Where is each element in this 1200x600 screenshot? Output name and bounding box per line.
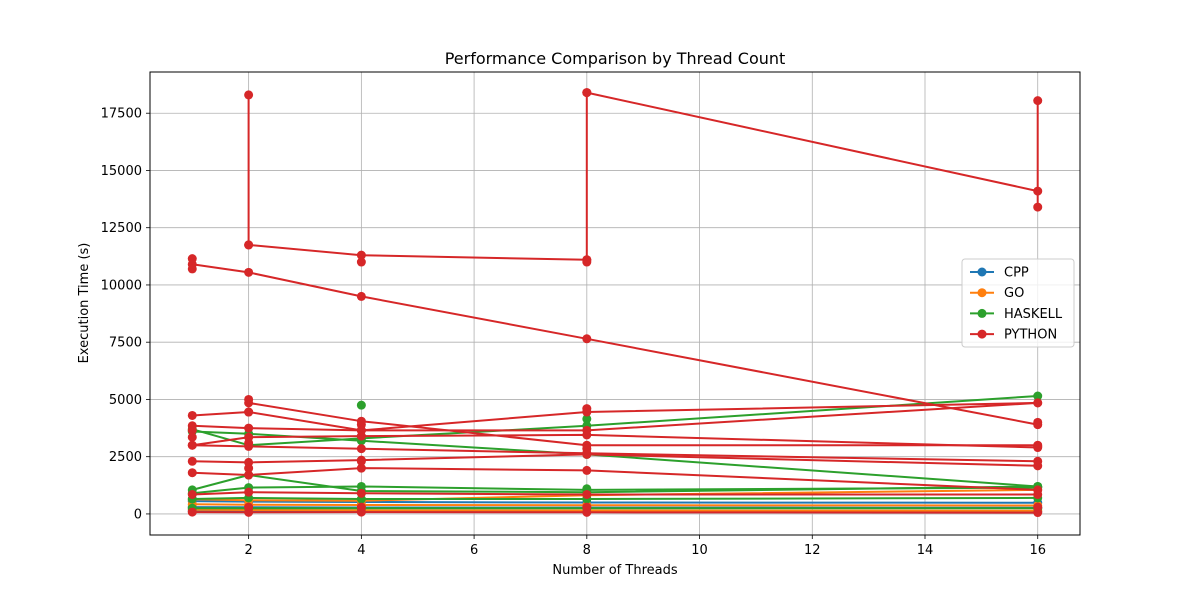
y-tick-label: 15000 <box>101 164 142 179</box>
python-data-point <box>244 502 254 512</box>
legend-item-cpp: CPP <box>970 266 1029 281</box>
python-data-point <box>244 423 254 433</box>
x-tick-label: 6 <box>470 543 478 558</box>
python-data-point <box>244 438 254 448</box>
legend-marker <box>977 267 987 277</box>
legend: CPP GO HASKELL PYTHON <box>961 258 1075 348</box>
haskell-series-line <box>192 496 1038 500</box>
python-data-point <box>1033 489 1043 499</box>
python-data-point <box>244 407 254 417</box>
haskell-data-point <box>356 400 366 410</box>
legend-label: PYTHON <box>1004 328 1057 343</box>
legend-item-python: PYTHON <box>970 328 1057 343</box>
python-data-point <box>356 463 366 473</box>
python-data-point <box>244 470 254 480</box>
tick-layer: 2 4 6 8 10 12 14 16 0 2500 5000 7500 10000 12500 15000… <box>101 107 1046 558</box>
python-data-point <box>582 489 592 499</box>
python-data-point <box>187 254 197 264</box>
python-data-point <box>356 456 366 466</box>
x-tick-label: 2 <box>244 543 252 558</box>
legend-label: CPP <box>1004 266 1029 281</box>
python-data-point <box>582 88 592 98</box>
python-series-line <box>192 511 1038 514</box>
python-series-line <box>248 401 1038 447</box>
python-data-point <box>356 291 366 301</box>
y-tick-label: 2500 <box>109 450 142 465</box>
legend-label: HASKELL <box>1004 307 1063 322</box>
python-data-point <box>244 267 254 277</box>
python-data-point <box>187 440 197 450</box>
legend-label: GO <box>1004 286 1024 301</box>
python-data-point <box>582 404 592 414</box>
python-data-point <box>1033 202 1043 212</box>
x-tick-label: 16 <box>1029 543 1046 558</box>
x-tick-label: 14 <box>917 543 934 558</box>
y-tick-label: 17500 <box>101 107 142 122</box>
python-data-point <box>187 507 197 517</box>
series-python <box>187 88 1043 518</box>
python-data-point <box>187 489 197 499</box>
x-tick-label: 4 <box>357 543 365 558</box>
legend-item-go: GO <box>970 286 1024 301</box>
haskell-data-point <box>1033 391 1043 401</box>
y-axis-label: Execution Time (s) <box>77 243 92 364</box>
y-tick-label: 10000 <box>101 278 142 293</box>
python-data-point <box>356 502 366 512</box>
python-data-point <box>1033 502 1043 512</box>
y-tick-label: 5000 <box>109 393 142 408</box>
python-data-point <box>1033 96 1043 106</box>
python-series-line <box>586 91 1038 193</box>
python-data-point <box>244 394 254 404</box>
python-data-point <box>356 488 366 498</box>
python-data-point <box>187 432 197 442</box>
x-tick-label: 10 <box>691 543 708 558</box>
go-series-line <box>192 508 1038 512</box>
python-data-point <box>244 240 254 250</box>
python-data-point <box>1033 441 1043 451</box>
python-data-point <box>356 444 366 454</box>
python-data-point <box>187 264 197 274</box>
python-data-point <box>582 430 592 440</box>
python-data-point <box>187 425 197 435</box>
python-data-point <box>356 425 366 435</box>
x-axis-label: Number of Threads <box>552 563 677 578</box>
python-data-point <box>1033 461 1043 471</box>
legend-item-haskell: HASKELL <box>970 307 1063 322</box>
x-tick-label: 12 <box>804 543 821 558</box>
haskell-data-point <box>356 481 366 491</box>
python-data-point <box>187 410 197 420</box>
python-data-point <box>1033 417 1043 427</box>
python-data-point <box>244 487 254 497</box>
legend-marker <box>977 329 987 339</box>
plot-frame <box>149 71 1081 536</box>
series-layer <box>187 88 1043 518</box>
python-data-point <box>187 468 197 478</box>
python-data-point <box>582 465 592 475</box>
python-data-point <box>582 257 592 267</box>
python-data-point <box>582 448 592 458</box>
legend-marker <box>977 288 987 298</box>
x-tick-label: 8 <box>583 543 591 558</box>
chart-title: Performance Comparison by Thread Count <box>445 49 786 68</box>
python-data-point <box>244 463 254 473</box>
python-data-point <box>244 90 254 100</box>
python-data-point <box>356 250 366 260</box>
y-tick-label: 0 <box>134 507 142 522</box>
go-series-line <box>192 503 1038 507</box>
python-data-point <box>187 456 197 466</box>
y-tick-label: 7500 <box>109 336 142 351</box>
y-tick-label: 12500 <box>101 221 142 236</box>
legend-marker <box>977 308 987 318</box>
python-data-point <box>582 502 592 512</box>
legend-box <box>961 258 1075 348</box>
python-data-point <box>356 257 366 267</box>
haskell-data-point <box>582 414 592 424</box>
python-data-point <box>1033 398 1043 408</box>
python-data-point <box>582 334 592 344</box>
